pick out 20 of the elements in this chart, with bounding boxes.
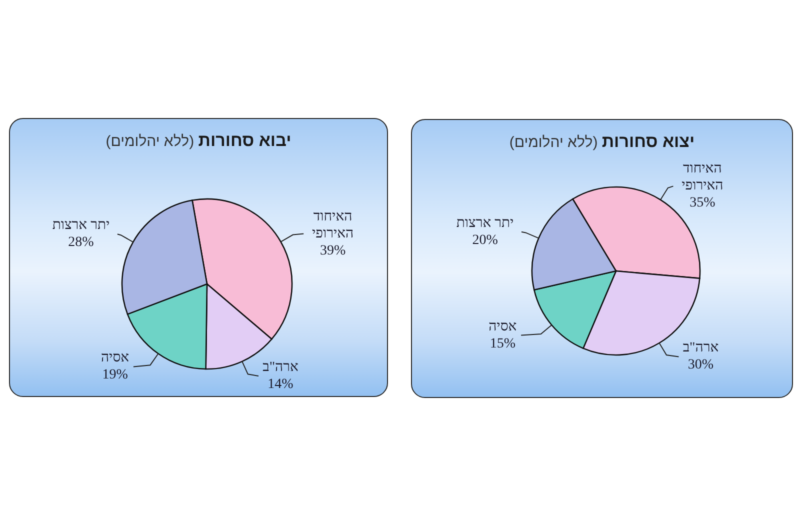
slice-label: האיחוד האירופי (312, 209, 354, 242)
chart-title: יבוא סחורות (198, 131, 292, 150)
slice-label: האיחוד האירופי (682, 162, 724, 194)
data-label: 15% (490, 336, 516, 352)
data-label: 30% (688, 358, 714, 373)
chart-subtitle: (ללא יהלומים) (509, 134, 599, 151)
data-label: 39% (320, 243, 346, 258)
chart-subtitle: (ללא יהלומים) (106, 133, 196, 150)
slice-label: ארה"ב (682, 340, 719, 356)
slice-label: יתר ארצות (52, 218, 110, 234)
slice-label: אסיה (100, 350, 130, 366)
chart-title: יצוא סחורות (602, 132, 695, 151)
slice-label: ארה"ב (262, 360, 298, 375)
data-label: 35% (690, 196, 716, 211)
data-label: 19% (102, 368, 128, 383)
slice-label: יתר ארצות (456, 216, 514, 231)
data-label: 28% (68, 235, 94, 250)
slice-label: אסיה (488, 319, 517, 334)
data-label: 14% (268, 376, 294, 392)
data-label: 20% (472, 232, 498, 248)
